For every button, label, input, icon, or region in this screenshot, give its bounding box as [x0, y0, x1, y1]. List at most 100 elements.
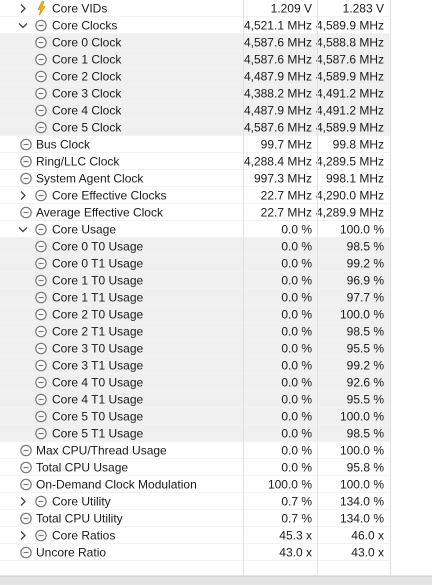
row-shade	[0, 374, 390, 391]
maximum-value: 100.0 %	[340, 444, 384, 458]
row-shade	[0, 408, 390, 425]
current-value: 43.0 x	[279, 546, 312, 560]
sensor-label: Max CPU/Thread Usage	[36, 444, 167, 458]
sensor-label: System Agent Clock	[36, 172, 144, 186]
current-value: 1.209 V	[271, 2, 312, 16]
maximum-value: 99.2 %	[347, 257, 385, 271]
sensor-label: Core 2 Clock	[52, 70, 122, 84]
expander[interactable]	[20, 497, 26, 506]
current-value: 45.3 x	[279, 529, 312, 543]
current-value: 0.0 %	[281, 359, 312, 373]
maximum-value: 95.5 %	[347, 342, 385, 356]
current-value: 0.0 %	[281, 274, 312, 288]
row-shade	[0, 238, 390, 255]
sensor-label: Core 3 T1 Usage	[52, 359, 143, 373]
current-value: 0.0 %	[281, 461, 312, 475]
maximum-value: 46.0 x	[351, 529, 384, 543]
current-value: 0.0 %	[281, 240, 312, 254]
expander[interactable]	[20, 531, 26, 540]
row-shade	[0, 51, 390, 68]
current-value: 0.0 %	[281, 308, 312, 322]
expander[interactable]	[20, 191, 26, 200]
row-shade	[0, 357, 390, 374]
current-value: 4,487.9 MHz	[244, 104, 312, 118]
current-value: 99.7 MHz	[261, 138, 312, 152]
sensor-label: Core 5 T1 Usage	[52, 427, 143, 441]
sensor-label: Core Utility	[52, 495, 111, 509]
maximum-value: 98.5 %	[347, 325, 385, 339]
maximum-value: 98.5 %	[347, 240, 385, 254]
sensor-label: Core 4 Clock	[52, 104, 122, 118]
current-value: 4,587.6 MHz	[244, 121, 312, 135]
maximum-value: 998.1 MHz	[326, 172, 384, 186]
maximum-value: 4,587.6 MHz	[316, 53, 384, 67]
current-value: 997.3 MHz	[254, 172, 312, 186]
row-shade	[0, 255, 390, 272]
maximum-value: 4,588.8 MHz	[316, 36, 384, 50]
current-value: 100.0 %	[268, 478, 312, 492]
current-value: 0.0 %	[281, 444, 312, 458]
maximum-value: 134.0 %	[340, 512, 384, 526]
expander[interactable]	[18, 23, 28, 29]
current-value: 4,587.6 MHz	[244, 53, 312, 67]
maximum-value: 4,589.9 MHz	[316, 19, 384, 33]
current-value: 4,487.9 MHz	[244, 70, 312, 84]
sensor-label: Total CPU Utility	[36, 512, 123, 526]
maximum-value: 100.0 %	[340, 478, 384, 492]
row-shade	[0, 85, 390, 102]
current-value: 0.7 %	[281, 512, 312, 526]
sensor-label: Core 1 T0 Usage	[52, 274, 143, 288]
maximum-value: 4,289.9 MHz	[316, 206, 384, 220]
row-shade	[0, 323, 390, 340]
maximum-value: 4,289.5 MHz	[316, 155, 384, 169]
current-value: 0.0 %	[281, 257, 312, 271]
lightning-icon	[37, 1, 46, 16]
expander[interactable]	[18, 227, 28, 233]
current-value: 0.0 %	[281, 223, 312, 237]
group-header	[0, 576, 432, 585]
sensor-label: Average Effective Clock	[36, 206, 164, 220]
maximum-value: 95.5 %	[347, 393, 385, 407]
row-shade	[0, 102, 390, 119]
current-value: 0.0 %	[281, 427, 312, 441]
sensor-label: Core 0 T1 Usage	[52, 257, 143, 271]
sensor-label: Core 0 T0 Usage	[52, 240, 143, 254]
maximum-value: 92.6 %	[347, 376, 385, 390]
sensor-label: Core 5 T0 Usage	[52, 410, 143, 424]
current-value: 0.0 %	[281, 291, 312, 305]
current-value: 4,521.1 MHz	[244, 19, 312, 33]
current-value: 4,388.2 MHz	[244, 87, 312, 101]
maximum-value: 98.5 %	[347, 427, 385, 441]
sensor-label: Bus Clock	[36, 138, 91, 152]
sensor-label: Total CPU Usage	[36, 461, 128, 475]
sensor-label: Core 4 T0 Usage	[52, 376, 143, 390]
sensor-label: Core Usage	[52, 223, 116, 237]
maximum-value: 4,290.0 MHz	[316, 189, 384, 203]
current-value: 0.0 %	[281, 376, 312, 390]
sensor-label: Core 2 T0 Usage	[52, 308, 143, 322]
maximum-value: 4,491.2 MHz	[316, 87, 384, 101]
row-shade	[0, 34, 390, 51]
expander[interactable]	[20, 4, 26, 13]
maximum-value: 1.283 V	[343, 2, 384, 16]
sensor-label: Core 2 T1 Usage	[52, 325, 143, 339]
sensor-label: Core Ratios	[52, 529, 115, 543]
sensor-label: Core 4 T1 Usage	[52, 393, 143, 407]
sensor-label: Core VIDs	[52, 2, 107, 16]
maximum-value: 4,491.2 MHz	[316, 104, 384, 118]
maximum-value: 100.0 %	[340, 223, 384, 237]
current-value: 0.0 %	[281, 342, 312, 356]
row-shade	[0, 306, 390, 323]
current-value: 4,288.4 MHz	[244, 155, 312, 169]
sensor-label: Core Clocks	[52, 19, 117, 33]
maximum-value: 97.7 %	[347, 291, 385, 305]
sensor-label: Uncore Ratio	[36, 546, 106, 560]
maximum-value: 4,589.9 MHz	[316, 121, 384, 135]
row-shade	[0, 391, 390, 408]
current-value: 4,587.6 MHz	[244, 36, 312, 50]
maximum-value: 99.2 %	[347, 359, 385, 373]
maximum-value: 43.0 x	[351, 546, 384, 560]
sensor-label: Core 0 Clock	[52, 36, 122, 50]
sensor-label: Core 1 Clock	[52, 53, 122, 67]
